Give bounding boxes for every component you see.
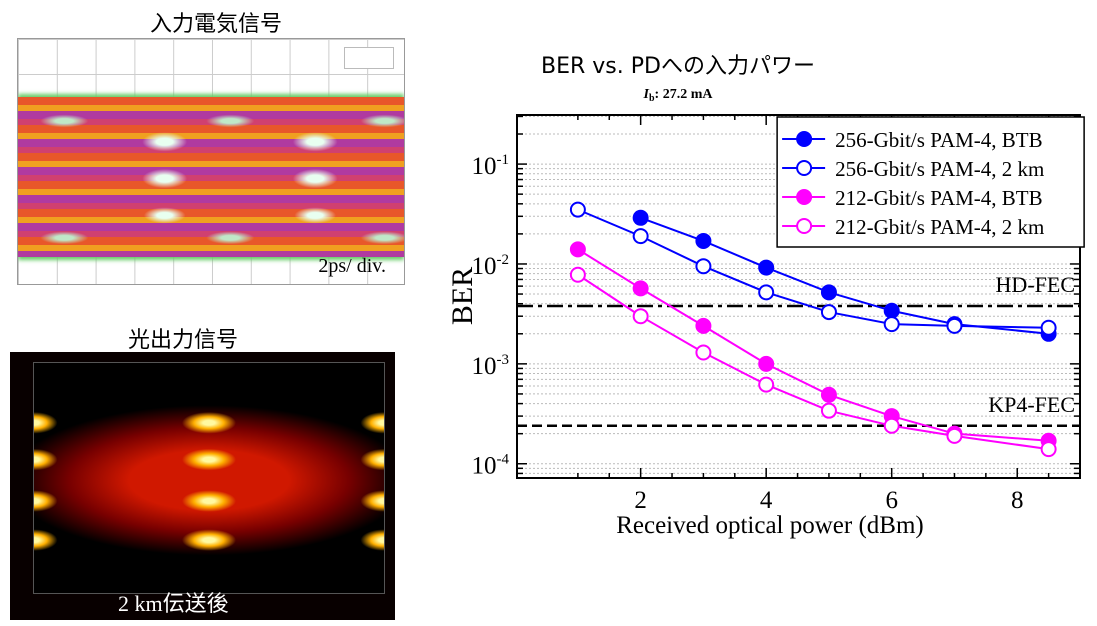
data-point bbox=[632, 228, 649, 245]
data-point bbox=[695, 317, 712, 334]
legend-entry: 256-Gbit/s PAM-4, 2 km bbox=[835, 157, 1044, 181]
data-point bbox=[632, 209, 649, 226]
x-tick-label: 2 bbox=[634, 487, 647, 514]
legend-marker bbox=[796, 160, 813, 176]
data-point bbox=[883, 302, 900, 319]
y-tick-label: 10-2 bbox=[472, 252, 510, 280]
legend-marker bbox=[796, 218, 813, 234]
y-tick-label: 10-1 bbox=[472, 152, 510, 180]
series-line bbox=[577, 248, 1049, 442]
x-tick-label: 6 bbox=[885, 487, 898, 514]
data-point bbox=[820, 386, 837, 403]
legend-entry: 256-Gbit/s PAM-4, BTB bbox=[835, 128, 1043, 152]
legend-entry: 212-Gbit/s PAM-4, 2 km bbox=[835, 215, 1044, 239]
legend-marker bbox=[796, 131, 813, 147]
data-point bbox=[695, 232, 712, 249]
data-point bbox=[946, 427, 963, 444]
data-point bbox=[820, 284, 837, 301]
legend-box bbox=[776, 116, 1085, 248]
y-tick-label: 10-4 bbox=[472, 452, 510, 480]
threshold-label: HD-FEC bbox=[996, 272, 1075, 297]
data-point bbox=[820, 402, 837, 419]
legend-entry: 212-Gbit/s PAM-4, BTB bbox=[835, 186, 1043, 210]
data-point bbox=[569, 241, 586, 258]
chart-subtitle: Ib: 27.2 mA bbox=[643, 87, 714, 104]
transmission-note: 2 km伝送後 bbox=[118, 591, 229, 616]
data-point bbox=[758, 259, 775, 276]
ber-chart: BER vs. PDへの入力パワー Ib: 27.2 mA 2 4 6 8 10-1 10… bbox=[446, 54, 1085, 539]
electrical-eye-diagram: 2ps/ div. bbox=[17, 38, 405, 285]
data-point bbox=[569, 201, 586, 218]
electrical-signal-title: 入力電気信号 bbox=[150, 12, 283, 37]
data-point bbox=[883, 316, 900, 333]
series-line bbox=[577, 273, 1049, 451]
eye-pattern bbox=[18, 97, 404, 257]
data-point bbox=[1040, 319, 1057, 336]
optical-signal-title: 光出力信号 bbox=[128, 328, 239, 353]
eye-pattern bbox=[33, 362, 385, 594]
y-axis-label: BER bbox=[446, 267, 479, 325]
data-point bbox=[695, 344, 712, 361]
x-tick-label: 8 bbox=[1011, 487, 1024, 514]
data-point bbox=[632, 280, 649, 297]
data-point bbox=[758, 376, 775, 393]
y-tick-label: 10-3 bbox=[472, 352, 510, 380]
chart-title: BER vs. PDへの入力パワー bbox=[541, 54, 815, 79]
data-point bbox=[758, 355, 775, 372]
legend-marker bbox=[796, 189, 813, 205]
data-point bbox=[883, 417, 900, 434]
scope-legend bbox=[344, 47, 394, 69]
data-point bbox=[632, 308, 649, 325]
time-scale-note: 2ps/ div. bbox=[318, 255, 386, 277]
data-point bbox=[695, 258, 712, 275]
data-point bbox=[758, 284, 775, 301]
x-axis-label: Received optical power (dBm) bbox=[616, 512, 924, 539]
data-point bbox=[1040, 441, 1057, 458]
plot-frame bbox=[516, 114, 1081, 479]
data-point bbox=[946, 317, 963, 334]
series-line bbox=[577, 208, 1049, 329]
data-point bbox=[820, 304, 837, 321]
x-tick-label: 4 bbox=[760, 487, 773, 514]
optical-eye-diagram: 2 km伝送後 bbox=[10, 352, 395, 620]
data-point bbox=[569, 266, 586, 283]
threshold-label: KP4-FEC bbox=[988, 392, 1075, 417]
